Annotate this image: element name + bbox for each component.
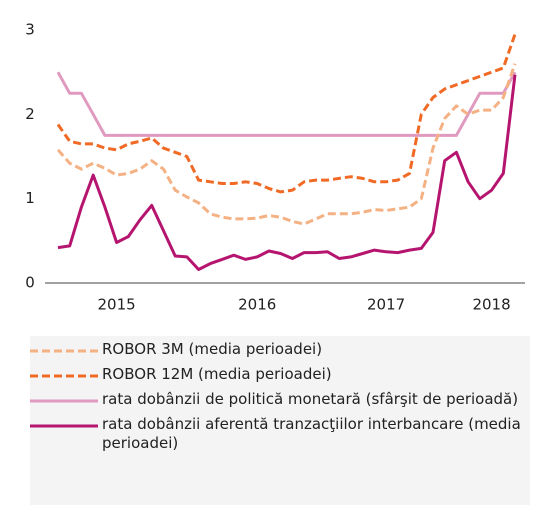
x-tick-label: 2015 xyxy=(97,296,135,314)
legend-label: rata dobânzii aferentă tranzacţiilor int… xyxy=(102,415,521,452)
series-line xyxy=(57,74,517,271)
legend-swatch xyxy=(30,349,98,353)
y-tick-label: 3 xyxy=(25,21,35,39)
x-tick-label: 2018 xyxy=(472,296,510,314)
legend-swatch xyxy=(30,399,98,403)
chart: 0 1 2 3 2015 2016 2017 2018 xyxy=(25,21,525,314)
x-tick-label: 2016 xyxy=(238,296,276,314)
legend-item: rata dobânzii de politică monetară (sfâr… xyxy=(30,390,530,409)
series-line xyxy=(56,63,517,226)
legend: ROBOR 3M (media perioadei) ROBOR 12M (med… xyxy=(30,336,530,505)
legend-item: ROBOR 12M (media perioadei) xyxy=(30,365,530,384)
legend-swatch xyxy=(30,374,98,378)
y-tick-label: 0 xyxy=(25,274,35,292)
legend-label: ROBOR 12M (media perioadei) xyxy=(102,365,332,383)
series-line xyxy=(56,33,517,194)
x-tick-label: 2017 xyxy=(367,296,405,314)
legend-label: rata dobânzii de politică monetară (sfâr… xyxy=(102,390,519,408)
legend-label: ROBOR 3M (media perioadei) xyxy=(102,340,323,358)
legend-swatch xyxy=(30,424,98,428)
y-tick-label: 2 xyxy=(25,105,35,123)
y-tick-label: 1 xyxy=(25,189,35,207)
series-line xyxy=(56,71,517,137)
legend-item: rata dobânzii aferentă tranzacţiilor int… xyxy=(30,415,530,453)
legend-item: ROBOR 3M (media perioadei) xyxy=(30,340,530,359)
